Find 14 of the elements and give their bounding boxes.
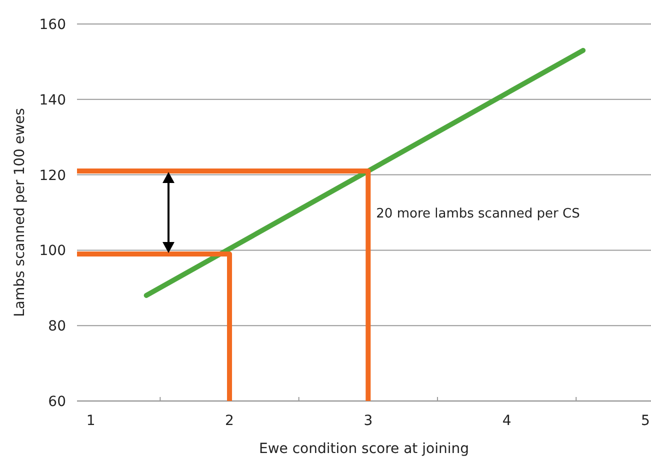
annotation: 20 more lambs scanned per CS [376,206,580,222]
y-tick-label: 160 [39,17,66,33]
x-axis-title: Ewe condition score at joining [259,441,469,457]
y-tick-label: 80 [48,318,66,335]
x-tick-label: 3 [364,413,373,429]
x-tick-label: 4 [502,413,512,429]
y-axis-title: Lambs scanned per 100 ewes [12,108,28,317]
y-tick-label: 100 [39,243,66,260]
x-tick-label: 1 [86,413,96,429]
y-tick-label: 140 [39,92,66,108]
y-tick-label: 120 [39,168,66,184]
x-tick-label: 2 [225,413,234,429]
x-tick-label: 5 [640,413,650,429]
y-tick-label: 60 [48,394,66,410]
